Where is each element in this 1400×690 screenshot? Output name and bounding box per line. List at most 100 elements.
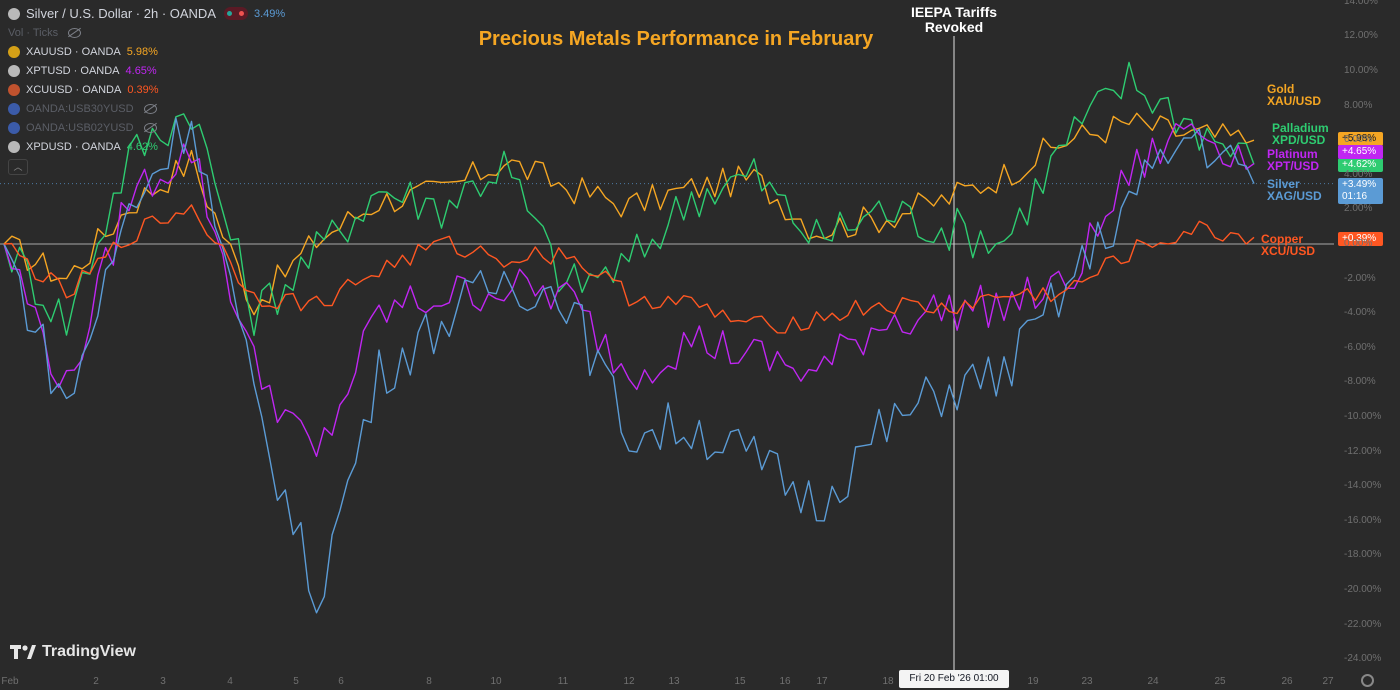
price-badge-value: +3.49% (1342, 179, 1377, 190)
series-label-line1: Silver (1267, 177, 1300, 191)
price-badge-platinum: +4.65% (1338, 145, 1383, 159)
x-axis-tick: 18 (882, 676, 894, 687)
settings-icon[interactable] (1361, 674, 1374, 687)
y-axis-tick: -14.00% (1344, 480, 1382, 492)
us-flag-icon (8, 121, 20, 134)
legend-item[interactable]: OANDA:USB30YUSD (8, 99, 285, 118)
x-axis-tick: 17 (816, 676, 828, 687)
x-axis-tick: 3 (160, 676, 166, 687)
y-axis-tick: 4.00% (1344, 168, 1373, 180)
y-axis-tick: -2.00% (1344, 272, 1376, 284)
y-axis-tick: -18.00% (1344, 549, 1382, 561)
y-axis-tick: 6.00% (1344, 134, 1373, 146)
x-axis-tick: 8 (426, 676, 432, 687)
x-axis-tick: 23 (1081, 676, 1093, 687)
series-label-line1: Copper (1261, 232, 1303, 246)
x-axis-tick: 19 (1027, 676, 1039, 687)
legend-main-row[interactable]: Silver / U.S. Dollar · 2h · OANDA 3.49% (8, 4, 285, 23)
series-line-1 (3, 61, 1255, 337)
series-label-line2: XCU/USD (1261, 244, 1316, 258)
series-label-copper: Copper XCU/USD (1261, 233, 1315, 257)
price-badge-gold: +5.98% (1338, 132, 1383, 146)
event-annotation-line1: IEEPA Tariffs (910, 4, 998, 20)
y-axis-tick: -6.00% (1344, 341, 1376, 353)
x-axis-tick: 26 (1281, 676, 1293, 687)
series-line-4 (3, 204, 1255, 334)
series-label-line1: Palladium (1272, 121, 1329, 135)
x-axis-tick: 12 (623, 676, 635, 687)
gold-icon (8, 45, 20, 58)
series-label-palladium: Palladium XPD/USD (1272, 122, 1329, 146)
collapse-legend-button[interactable]: ︿ (8, 159, 28, 175)
y-axis-tick: 14.00% (1344, 0, 1378, 7)
legend-item-value: 4.62% (126, 140, 158, 153)
event-annotation: IEEPA Tariffs Revoked (904, 5, 1004, 35)
x-axis-tick: 15 (734, 676, 746, 687)
y-axis-tick: -12.00% (1344, 445, 1382, 457)
platinum-icon (8, 64, 20, 77)
x-axis-tick: 5 (293, 676, 299, 687)
series-label-line1: Platinum (1267, 147, 1318, 161)
x-axis-tick: 13 (668, 676, 680, 687)
legend-item-name: OANDA:USB30YUSD (26, 102, 134, 115)
chart-title: Precious Metals Performance in February (478, 28, 874, 50)
x-axis-tick: 10 (490, 676, 502, 687)
series-label-line2: XPD/USD (1272, 133, 1326, 147)
y-axis-tick: 8.00% (1344, 99, 1373, 111)
y-axis-tick: 2.00% (1344, 203, 1373, 215)
legend-main-value: 3.49% (254, 7, 286, 20)
legend-main-name: Silver / U.S. Dollar · 2h · OANDA (26, 6, 216, 21)
price-badge-copper: +0.39% (1338, 232, 1383, 246)
silver-icon (8, 7, 20, 20)
price-badge-value: +4.62% (1342, 159, 1377, 170)
y-axis-tick: -4.00% (1344, 307, 1376, 319)
x-axis-tick: 11 (557, 676, 569, 687)
x-axis-tick: Feb (1, 676, 19, 687)
x-axis-tick: 16 (779, 676, 791, 687)
eye-hidden-icon[interactable] (143, 103, 157, 114)
y-axis-tick: -24.00% (1344, 653, 1382, 665)
legend-item[interactable]: XAUUSD · OANDA 5.98% (8, 42, 285, 61)
legend-item[interactable]: XCUUSD · OANDA 0.39% (8, 80, 285, 99)
palladium-icon (8, 140, 20, 153)
buy-sell-toggle-icon[interactable] (224, 7, 248, 20)
x-axis-tick: 6 (338, 676, 344, 687)
x-axis-tick: 27 (1322, 676, 1334, 687)
event-annotation-line2: Revoked (924, 19, 984, 35)
price-badge-value: +0.39% (1342, 233, 1377, 244)
tradingview-logo: TradingView (10, 643, 136, 661)
price-badge-value: +5.98% (1342, 133, 1377, 144)
legend-volume-label: Vol · Ticks (8, 26, 59, 39)
eye-hidden-icon[interactable] (143, 122, 157, 133)
legend-item-value: 4.65% (125, 64, 157, 77)
copper-icon (8, 83, 20, 96)
legend-item-name: OANDA:USB02YUSD (26, 121, 134, 134)
eye-hidden-icon[interactable] (68, 27, 82, 38)
series-line-3 (3, 117, 1255, 614)
y-axis-tick: -16.00% (1344, 514, 1382, 526)
x-axis-tick: 4 (227, 676, 233, 687)
legend-item-name: XCUUSD · OANDA (26, 83, 122, 96)
price-badge-palladium: +4.62% (1338, 158, 1383, 172)
crosshair-date-label: Fri 20 Feb '26 01:00 (899, 670, 1009, 688)
x-axis-tick: 25 (1214, 676, 1226, 687)
y-axis-tick: -10.00% (1344, 411, 1382, 422)
price-badge-silver: +3.49% 01:16 (1338, 178, 1383, 204)
tradingview-logo-text: TradingView (42, 643, 136, 660)
series-label-line1: Gold (1267, 82, 1295, 96)
legend-item[interactable]: OANDA:USB02YUSD (8, 118, 285, 137)
legend-volume-row[interactable]: Vol · Ticks (8, 23, 285, 42)
legend-item-name: XPDUSD · OANDA (26, 140, 121, 153)
y-axis-tick: -22.00% (1344, 618, 1382, 630)
series-label-platinum: Platinum XPT/USD (1267, 148, 1319, 172)
legend-item[interactable]: XPTUSD · OANDA 4.65% (8, 61, 285, 80)
series-label-gold: Gold XAU/USD (1267, 83, 1321, 107)
y-axis-tick: -20.00% (1344, 584, 1382, 595)
legend-item-name: XPTUSD · OANDA (26, 64, 120, 77)
y-axis-tick: 10.00% (1344, 65, 1378, 76)
series-label-line2: XPT/USD (1267, 159, 1320, 173)
chart-legend: Silver / U.S. Dollar · 2h · OANDA 3.49% … (8, 4, 285, 175)
legend-item[interactable]: XPDUSD · OANDA 4.62% (8, 137, 285, 156)
x-axis-tick: 2 (93, 676, 99, 687)
